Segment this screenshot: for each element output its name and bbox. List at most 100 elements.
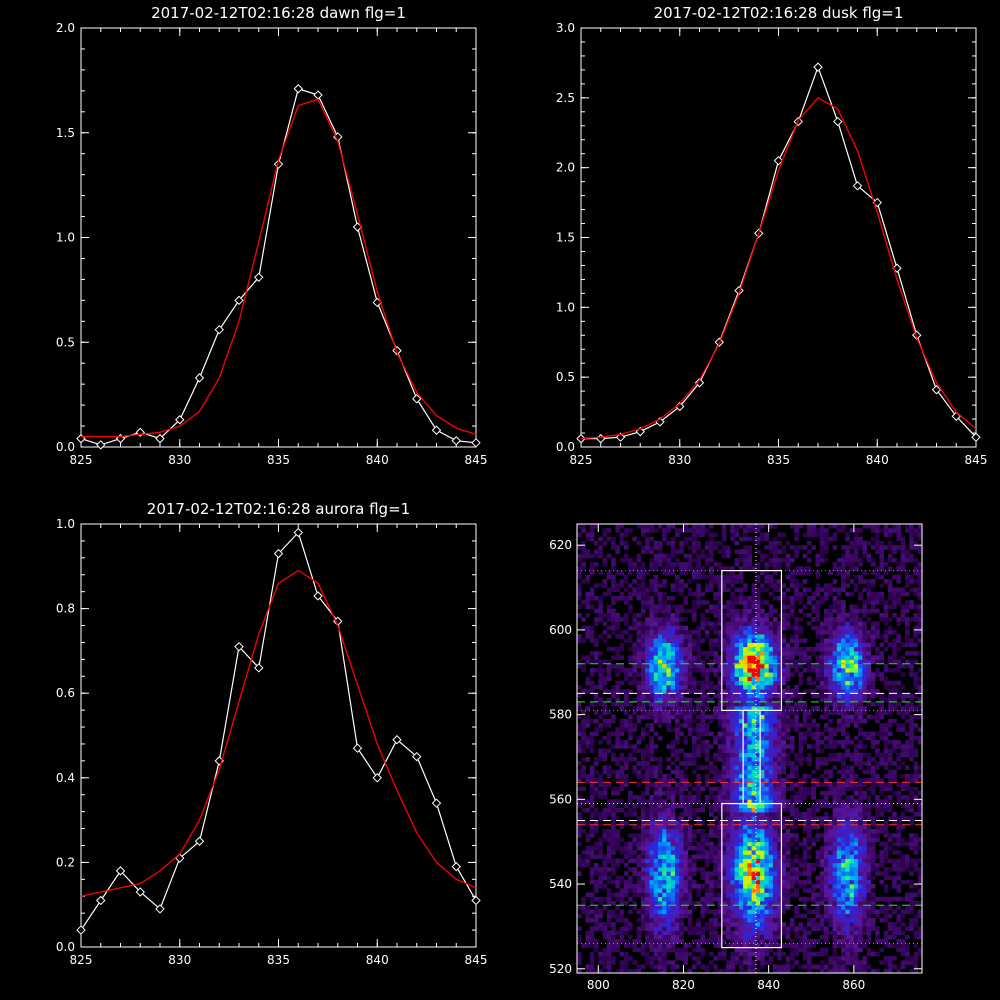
heatmap-cell (696, 922, 701, 927)
heatmap-cell (704, 651, 710, 656)
heatmap-cell (819, 714, 825, 720)
heatmap-cell (743, 706, 748, 711)
heatmap-cell (764, 655, 770, 660)
heatmap-cell (807, 689, 812, 694)
heatmap-cell (794, 790, 799, 796)
heatmap-cell (832, 837, 838, 843)
heatmap-cell (755, 913, 761, 919)
data-point (392, 735, 402, 745)
heatmap-cell (853, 786, 859, 792)
heatmap-cell (734, 668, 740, 673)
heatmap-cell (675, 939, 680, 944)
heatmap-cell (670, 672, 676, 677)
heatmap-cell (798, 862, 804, 868)
heatmap-cell (666, 837, 672, 843)
heatmap-cell (866, 867, 872, 872)
heatmap-cell (751, 723, 757, 728)
heatmap-cell (832, 951, 838, 957)
heatmap-cell (781, 858, 787, 864)
heatmap-cell (640, 659, 646, 665)
heatmap-cell (696, 867, 701, 872)
heatmap-cell (751, 790, 757, 796)
heatmap-cell (598, 956, 603, 961)
heatmap-cell (777, 723, 782, 728)
heatmap-cell (802, 731, 808, 737)
heatmap-cell (675, 905, 680, 910)
heatmap-cell (598, 837, 603, 843)
heatmap-cell (794, 845, 799, 851)
heatmap-cell (896, 752, 902, 758)
heatmap-cell (619, 858, 625, 864)
heatmap-cell (602, 862, 608, 868)
heatmap-cell (755, 782, 761, 787)
heatmap-cell (832, 964, 838, 970)
heatmap-cell (841, 943, 846, 948)
heatmap-cell (615, 947, 620, 953)
data-point (96, 440, 106, 450)
heatmap-cell (760, 706, 765, 711)
heatmap-cell (794, 930, 799, 936)
heatmap-cell (675, 668, 680, 673)
heatmap-cell (755, 786, 761, 792)
heatmap-cell (704, 892, 710, 898)
heatmap-cell (670, 689, 676, 694)
heatmap-cell (841, 655, 846, 660)
heatmap-cell (675, 663, 680, 669)
heatmap-cell (815, 765, 821, 770)
heatmap-cell (662, 701, 667, 707)
heatmap-cell (721, 765, 727, 770)
heatmap-cell (700, 939, 706, 944)
heatmap-cell (815, 655, 821, 660)
heatmap-cell (738, 896, 744, 902)
heatmap-cell (730, 930, 735, 936)
heatmap-cell (615, 858, 620, 864)
heatmap-cell (623, 773, 629, 779)
heatmap-cell (611, 833, 616, 838)
heatmap-cell (858, 693, 863, 698)
heatmap-cell (794, 947, 799, 953)
heatmap-cell (824, 714, 829, 720)
heatmap-cell (623, 778, 629, 783)
heatmap-cell (764, 854, 770, 859)
heatmap-cell (862, 922, 868, 927)
heatmap-cell (577, 934, 582, 940)
heatmap-cell (781, 964, 787, 970)
heatmap-cell (704, 748, 710, 754)
x-tick-label: 825 (70, 453, 93, 467)
heatmap-cell (640, 731, 646, 737)
heatmap-cell (772, 765, 778, 770)
heatmap-cell (764, 943, 770, 948)
heatmap-cell (900, 663, 906, 669)
heatmap-cell (768, 744, 774, 749)
heatmap-cell (768, 875, 774, 881)
heatmap-cell (785, 693, 791, 698)
heatmap-cell (764, 917, 770, 923)
heatmap-cell (675, 888, 680, 893)
heatmap-cell (679, 888, 684, 893)
heatmap-cell (751, 951, 757, 957)
heatmap-cell (738, 879, 744, 885)
heatmap-cell (777, 901, 782, 906)
heatmap-cell (709, 901, 714, 906)
heatmap-cell (917, 845, 923, 851)
heatmap-cell (623, 820, 629, 826)
heatmap-cell (602, 782, 608, 787)
heatmap-cell (623, 951, 629, 957)
data-point (135, 887, 145, 897)
heatmap-cell (824, 693, 829, 698)
heatmap-cell (802, 778, 808, 783)
heatmap-cell (879, 761, 885, 766)
heatmap-cell (819, 913, 825, 919)
heatmap-cell (785, 854, 791, 859)
heatmap-cell (611, 879, 616, 885)
heatmap-cell (726, 829, 731, 834)
heatmap-cell (777, 871, 782, 876)
heatmap-cell (896, 710, 902, 715)
heatmap-cell (594, 845, 599, 851)
heatmap-cell (585, 718, 591, 724)
heatmap-cell (794, 858, 799, 864)
heatmap-cell (819, 917, 825, 923)
heatmap-cell (764, 884, 770, 889)
heatmap-cell (726, 913, 731, 919)
heatmap-cell (675, 884, 680, 889)
